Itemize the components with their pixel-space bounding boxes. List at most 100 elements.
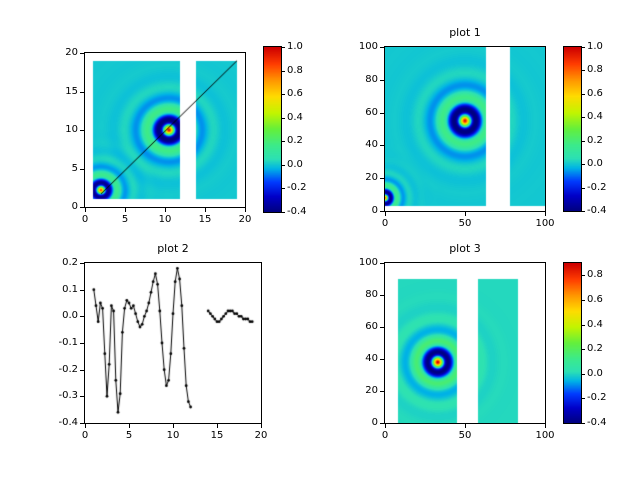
x-tick-label: 15 — [210, 430, 224, 441]
colorbar-tick-label: 0.0 — [587, 367, 603, 379]
colorbar-tick-label: 0.8 — [587, 269, 603, 281]
x-tick-mark — [385, 212, 386, 216]
colorbar-tick-label: 0.4 — [587, 111, 603, 123]
x-tick-mark — [245, 208, 246, 212]
x-tick-label: 0 — [81, 430, 89, 441]
y-tick-mark — [80, 316, 84, 318]
x-tick-label: 20 — [238, 214, 252, 225]
colorbar-tick-label: 0.0 — [587, 158, 603, 170]
y-tick-mark — [380, 145, 384, 147]
y-tick-label: 100 — [358, 41, 378, 52]
colorbar-tick-mark — [582, 299, 585, 301]
colorbar-tick-mark — [282, 70, 285, 72]
x-tick-label: 100 — [535, 218, 555, 229]
y-tick-label: 20 — [365, 385, 378, 396]
y-tick-mark — [80, 343, 84, 344]
y-tick-label: 80 — [365, 289, 378, 300]
colorbar-tick-mark — [582, 70, 585, 72]
colorbar-tick-label: -0.4 — [587, 205, 607, 216]
heatmap-plot3-canvas — [385, 263, 545, 423]
heatmap-axes-plot3 — [384, 262, 546, 424]
y-tick-label: 0.1 — [62, 283, 78, 295]
x-tick-label: 0 — [381, 430, 389, 441]
colorbar-tick-label: 0.2 — [287, 135, 303, 147]
colorbar-tick-label: 0.2 — [587, 343, 603, 355]
colorbar-topleft-canvas — [264, 47, 281, 212]
y-tick-mark — [380, 423, 384, 424]
heatmap-axes-topleft — [84, 52, 246, 208]
colorbar-tick-mark — [282, 212, 285, 213]
colorbar-tick-mark — [582, 275, 585, 277]
heatmap-topleft-canvas — [85, 53, 245, 207]
colorbar-tick-label: 0.4 — [587, 318, 603, 330]
x-tick-label: 0 — [81, 214, 89, 225]
colorbar-tick-mark — [582, 93, 585, 95]
colorbar-tick-mark — [582, 373, 585, 375]
y-tick-label: 0.2 — [62, 257, 78, 268]
y-tick-mark — [80, 423, 84, 424]
heatmap-plot1-canvas — [385, 47, 545, 211]
y-tick-label: 40 — [365, 139, 378, 151]
y-tick-mark — [80, 369, 84, 371]
colorbar-plot3 — [563, 262, 582, 424]
y-tick-mark — [380, 359, 384, 360]
colorbar-tick-label: 0.2 — [587, 134, 603, 146]
colorbar-tick-mark — [282, 94, 285, 96]
y-tick-label: -0.4 — [58, 417, 78, 428]
y-tick-mark — [80, 168, 84, 170]
x-tick-label: 5 — [125, 430, 133, 441]
y-tick-mark — [380, 211, 384, 212]
y-tick-mark — [80, 53, 84, 54]
plot1-title: plot 1 — [449, 26, 481, 39]
x-tick-label: 10 — [158, 214, 172, 225]
y-tick-label: 10 — [65, 124, 78, 135]
y-tick-label: 40 — [365, 353, 378, 364]
x-tick-label: 100 — [535, 430, 555, 441]
colorbar-tick-label: 0.0 — [287, 158, 303, 170]
x-tick-label: 15 — [198, 214, 212, 225]
colorbar-tick-label: 1.0 — [287, 41, 303, 52]
y-tick-mark — [380, 47, 384, 48]
x-tick-label: 20 — [254, 430, 268, 441]
heatmap-axes-plot1 — [384, 46, 546, 212]
colorbar-tick-mark — [282, 164, 285, 166]
colorbar-tick-label: -0.4 — [587, 417, 607, 428]
x-tick-mark — [261, 424, 262, 428]
y-tick-label: 20 — [365, 172, 378, 184]
y-tick-label: 5 — [71, 162, 78, 174]
x-tick-label: 0 — [381, 218, 389, 229]
colorbar-tick-mark — [582, 117, 585, 119]
y-tick-mark — [80, 263, 84, 264]
colorbar-tick-mark — [282, 141, 285, 143]
colorbar-tick-mark — [582, 187, 585, 189]
y-tick-label: 100 — [358, 257, 378, 268]
colorbar-tick-mark — [582, 140, 585, 142]
x-tick-mark — [129, 424, 130, 428]
x-tick-mark — [125, 208, 126, 212]
colorbar-tick-mark — [582, 324, 585, 326]
x-tick-label: 50 — [458, 218, 472, 229]
x-tick-mark — [173, 424, 174, 428]
x-tick-label: 50 — [458, 430, 472, 441]
y-tick-label: 60 — [365, 106, 378, 118]
x-tick-mark — [465, 212, 466, 216]
y-tick-label: -0.2 — [58, 363, 78, 375]
colorbar-tick-label: 0.6 — [587, 87, 603, 99]
y-tick-label: 0.0 — [62, 310, 78, 322]
y-tick-label: 15 — [65, 85, 78, 97]
x-tick-mark — [85, 208, 86, 212]
colorbar-tick-label: -0.2 — [587, 181, 607, 193]
y-tick-label: 0 — [71, 201, 78, 212]
colorbar-tick-label: -0.2 — [587, 392, 607, 404]
x-tick-mark — [165, 208, 166, 212]
x-tick-mark — [85, 424, 86, 428]
colorbar-tick-label: -0.2 — [287, 182, 307, 194]
y-tick-label: 20 — [65, 47, 78, 58]
x-tick-mark — [217, 424, 218, 428]
y-tick-label: 80 — [365, 73, 378, 85]
y-tick-mark — [80, 130, 84, 131]
colorbar-tick-label: 1.0 — [587, 41, 603, 52]
x-tick-mark — [545, 424, 546, 428]
x-tick-mark — [465, 424, 466, 428]
